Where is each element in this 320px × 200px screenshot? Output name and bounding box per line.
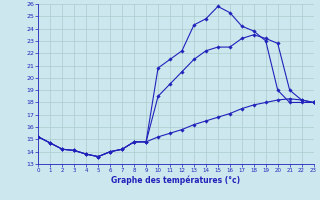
X-axis label: Graphe des températures (°c): Graphe des températures (°c)	[111, 176, 241, 185]
